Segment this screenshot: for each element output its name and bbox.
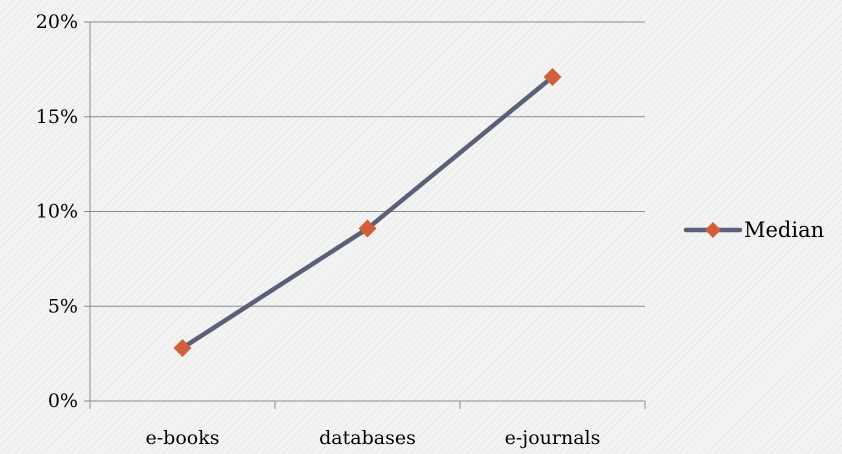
legend: Median [686,218,824,242]
series [174,68,562,357]
x-axis-tick-labels: e-books databases e-journals [146,427,601,449]
y-axis-tick-labels: 0% 5% 10% 15% 20% [36,11,78,412]
y-tick-label: 10% [36,201,78,223]
x-tick-label-e-books: e-books [146,427,220,449]
series-line-median [183,77,553,348]
y-tick-label: 20% [36,11,78,33]
y-tick-label: 15% [36,106,78,128]
legend-label-median: Median [744,218,824,242]
gridlines [90,22,645,306]
x-tick-label-databases: databases [319,427,416,449]
axes [84,22,645,409]
y-tick-label: 5% [48,295,78,317]
legend-marker [705,222,721,238]
y-tick-label: 0% [48,390,78,412]
x-tick-label-e-journals: e-journals [505,427,601,449]
